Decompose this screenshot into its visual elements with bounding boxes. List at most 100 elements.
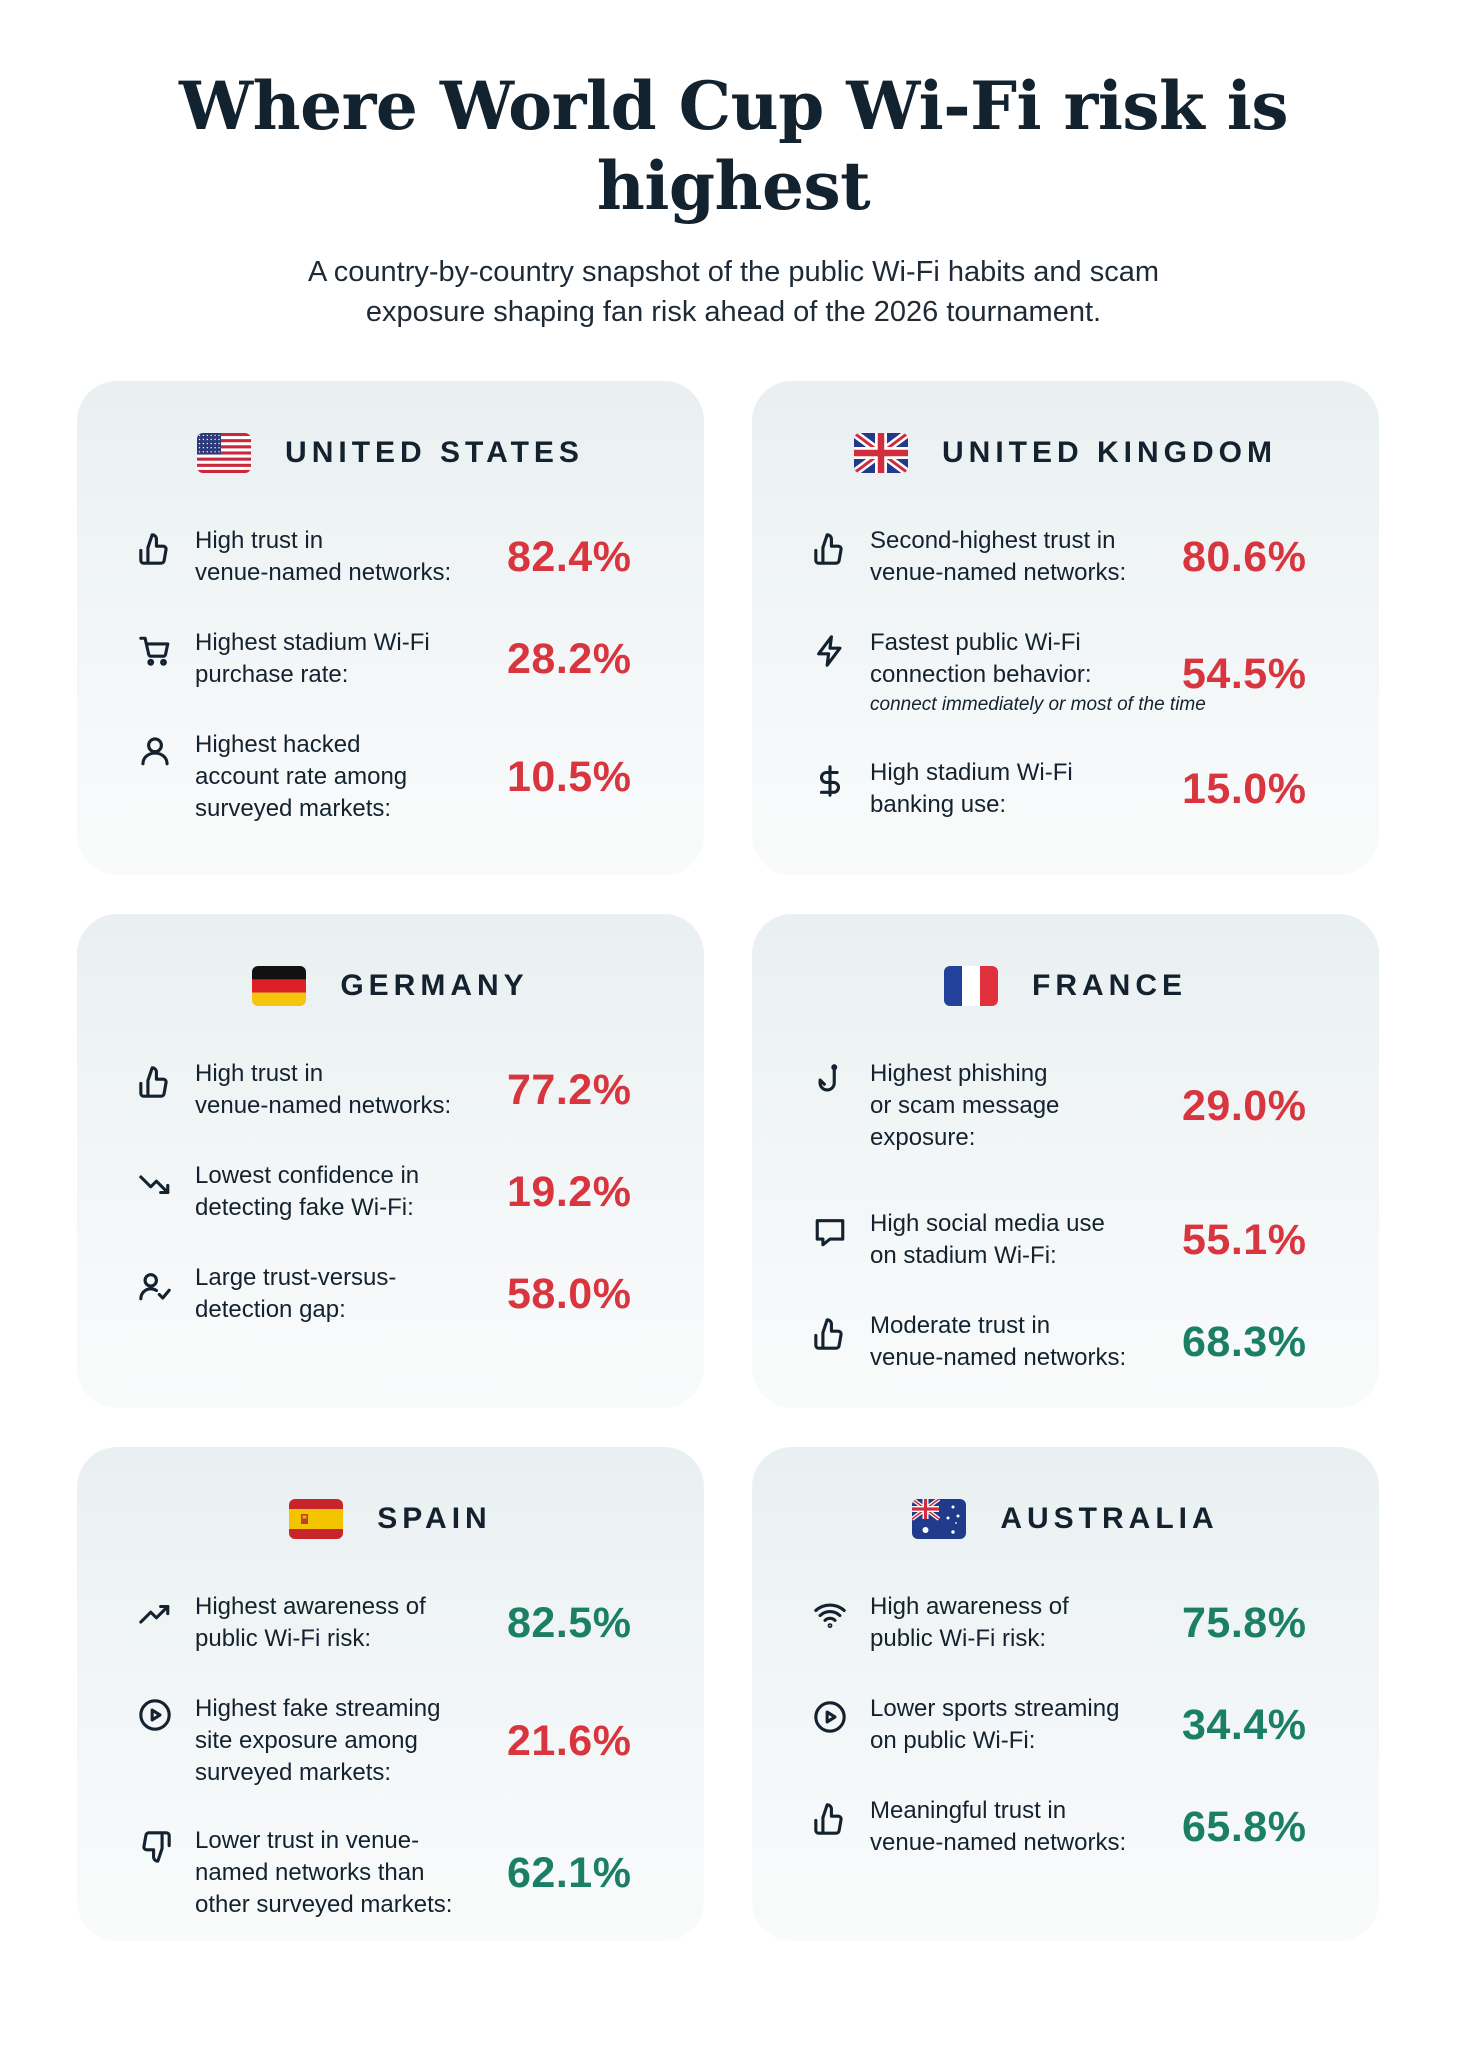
stat-value: 68.3% [1182,1318,1307,1366]
stat-label: Second-highest trust in venue-named netwo… [870,525,1170,589]
stat-label: Highest hacked account rate among surveyed… [195,729,495,825]
stat-label-line: Fastest public Wi-Fi [870,629,1081,656]
stat-label-line: other surveyed markets: [195,1891,453,1918]
country-name: SPAIN [377,1502,492,1535]
stat-value: 29.0% [1182,1082,1307,1130]
stat-value: 65.8% [1182,1803,1307,1851]
stat-label-line: site exposure among [195,1727,418,1754]
play-circle-icon [137,1697,173,1733]
country-name: AUSTRALIA [1000,1502,1219,1535]
stat-label-line: named networks than [195,1859,425,1886]
stat-label: Lower trust in venue-named networks than… [195,1825,495,1921]
user-icon [137,733,173,769]
country-name: UNITED STATES [285,436,584,469]
us-flag [197,433,252,473]
card-australia: AUSTRALIA High awareness of public Wi-Fi r… [752,1447,1379,1941]
stat-label: High social media use on stadium Wi-Fi: [870,1208,1170,1272]
stat-value: 80.6% [1182,533,1307,581]
title-line-2: highest [596,147,871,225]
stat-label-line: on stadium Wi-Fi: [870,1242,1057,1269]
stat-label-line: connection behavior: [870,661,1092,688]
wifi-icon [812,1597,848,1633]
play-circle-icon [812,1699,848,1735]
germany-flag [252,966,307,1006]
stat-label-line: detection gap: [195,1296,346,1323]
subtitle-line-1: A country-by-country snapshot of the pub… [307,256,1160,288]
stat-label: High trust in venue-named networks: [195,1058,495,1122]
card-france: FRANCE Highest phishing or scam message exp… [752,914,1379,1408]
stat-label-line: or scam message [870,1092,1060,1119]
stat-value: 34.4% [1182,1701,1307,1749]
stat-label-line: Highest hacked [195,731,361,758]
subtitle-line-2: exposure shaping fan risk ahead of the 2… [365,296,1102,328]
card-header: AUSTRALIA [752,1497,1379,1541]
australia-flag [912,1499,967,1539]
stat-label-line: banking use: [870,791,1007,818]
stat-label-line: purchase rate: [195,661,349,688]
stat-label: High awareness of public Wi-Fi risk: [870,1591,1170,1655]
page-title: Where World Cup Wi-Fi risk is highest [0,66,1467,226]
stat-label-line: venue-named networks: [870,559,1127,586]
card-header: FRANCE [752,964,1379,1008]
stat-label-line: High awareness of [870,1593,1069,1620]
stat-label-line: Highest stadium Wi-Fi [195,629,430,656]
stat-label: High trust in venue-named networks: [195,525,495,589]
stat-label: Highest stadium Wi-Fi purchase rate: [195,627,495,691]
stat-label-line: detecting fake Wi-Fi: [195,1194,414,1221]
stat-label-line: High social media use [870,1210,1105,1237]
stat-label-line: High trust in [195,1060,324,1087]
stat-value: 58.0% [507,1270,632,1318]
stat-value: 28.2% [507,635,632,683]
stat-label-line: on public Wi-Fi: [870,1727,1036,1754]
fishing-hook-icon [812,1062,848,1098]
stat-label-line: Highest phishing [870,1060,1048,1087]
stat-label-line: public Wi-Fi risk: [195,1625,372,1652]
country-name: GERMANY [340,969,529,1002]
dollar-icon [812,763,848,799]
stat-note: connect immediately or most of the time [870,694,1206,715]
card-header: SPAIN [77,1497,704,1541]
stat-label-line: surveyed markets: [195,795,392,822]
card-header: GERMANY [77,964,704,1008]
stat-label: Lowest confidence in detecting fake Wi-Fi… [195,1160,495,1224]
stat-label-line: Moderate trust in [870,1312,1051,1339]
card-germany: GERMANY High trust in venue-named networks… [77,914,704,1408]
chat-bubble-icon [812,1214,848,1250]
stat-label: Highest awareness of public Wi-Fi risk: [195,1591,495,1655]
user-check-icon [137,1268,173,1304]
stat-label: Lower sports streaming on public Wi-Fi: [870,1693,1170,1757]
lightning-icon [812,633,848,669]
stat-label-line: venue-named networks: [195,1092,452,1119]
stat-value: 19.2% [507,1168,632,1216]
spain-flag [289,1499,344,1539]
stat-label-line: Meaningful trust in [870,1797,1067,1824]
stat-value: 62.1% [507,1849,632,1897]
stat-label-line: venue-named networks: [870,1344,1127,1371]
stat-label-line: public Wi-Fi risk: [870,1625,1047,1652]
stat-label-line: Lower sports streaming [870,1695,1120,1722]
stat-value: 77.2% [507,1066,632,1114]
stat-label-line: venue-named networks: [870,1829,1127,1856]
stat-label-line: Highest awareness of [195,1593,426,1620]
thumbs-up-icon [812,1801,848,1837]
card-spain: SPAIN Highest awareness of public Wi-Fi ri… [77,1447,704,1941]
shopping-cart-icon [137,633,173,669]
thumbs-up-icon [137,1064,173,1100]
stat-value: 55.1% [1182,1216,1307,1264]
stat-label: Meaningful trust in venue-named networks: [870,1795,1170,1859]
stat-label: Fastest public Wi-Fi connection behavior: [870,627,1170,691]
france-flag [944,966,998,1006]
stat-label-line: Large trust-versus- [195,1264,397,1291]
thumbs-up-icon [812,1316,848,1352]
stat-value: 15.0% [1182,765,1307,813]
stat-value: 75.8% [1182,1599,1307,1647]
stat-label: Large trust-versus-detection gap: [195,1262,495,1326]
card-header: UNITED STATES [77,431,704,475]
stat-label: Highest fake streaming site exposure amon… [195,1693,495,1789]
stat-label: High stadium Wi-Fi banking use: [870,757,1170,821]
title-line-1: Where World Cup Wi-Fi risk is [179,67,1288,145]
stat-label-line: Second-highest trust in [870,527,1116,554]
stat-label-line: surveyed markets: [195,1759,392,1786]
stat-label-line: exposure: [870,1124,976,1151]
card-united-kingdom: UNITED KINGDOM Second-highest trust in ven… [752,381,1379,875]
